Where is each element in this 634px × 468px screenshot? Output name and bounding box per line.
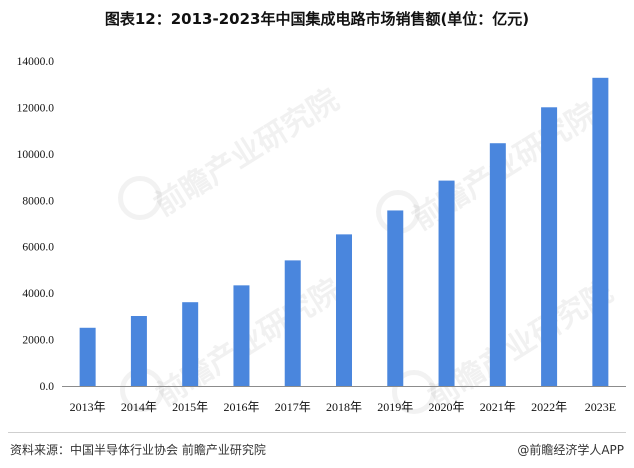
- credit-note: @前瞻经济学人APP: [517, 443, 624, 457]
- x-tick-label: 2019年: [377, 400, 413, 414]
- bar: [182, 302, 199, 386]
- source-note: 资料来源：中国半导体行业协会 前瞻产业研究院: [10, 443, 266, 457]
- y-tick-label: 6000.0: [22, 242, 54, 254]
- y-tick-label: 4000.0: [22, 288, 54, 300]
- x-tick-label: 2018年: [326, 400, 362, 414]
- footer-divider: [8, 432, 626, 433]
- bar-chart: 0.0 2000.0 4000.0 6000.0 8000.0 10000.0 12000.…: [17, 56, 626, 414]
- bar: [79, 327, 96, 386]
- y-tick-label: 12000.0: [17, 102, 55, 114]
- bars-group: [79, 77, 609, 387]
- bar: [489, 143, 506, 386]
- y-tick-label: 0.0: [40, 381, 55, 393]
- y-axis-ticks: 0.0 2000.0 4000.0 6000.0 8000.0 10000.0 12000.…: [17, 56, 55, 393]
- y-tick-label: 2000.0: [22, 335, 54, 347]
- bar: [387, 210, 404, 386]
- x-tick-label: 2022年: [531, 400, 567, 414]
- x-tick-label: 2016年: [223, 400, 259, 414]
- x-tick-label: 2017年: [275, 400, 311, 414]
- bar: [438, 180, 455, 386]
- chart-title: 图表12：2013-2023年中国集成电路市场销售额(单位：亿元): [104, 10, 530, 28]
- bar: [336, 234, 352, 386]
- x-tick-label: 2021年: [480, 400, 516, 414]
- x-tick-label: 2014年: [121, 400, 157, 414]
- x-axis-ticks: 2013年 2014年 2015年 2016年 2017年 2018年 2019年 2020年…: [70, 400, 616, 414]
- y-tick-label: 10000.0: [17, 149, 55, 161]
- x-tick-label: 2015年: [172, 400, 208, 414]
- bar: [284, 260, 301, 386]
- x-tick-label: 2023E: [585, 400, 616, 414]
- x-tick-label: 2013年: [70, 400, 106, 414]
- bar: [541, 107, 558, 387]
- x-tick-label: 2020年: [429, 400, 465, 414]
- bar: [130, 316, 147, 386]
- bar: [592, 77, 609, 387]
- y-tick-label: 8000.0: [22, 195, 54, 207]
- y-tick-label: 14000.0: [17, 56, 55, 68]
- bar: [233, 285, 250, 386]
